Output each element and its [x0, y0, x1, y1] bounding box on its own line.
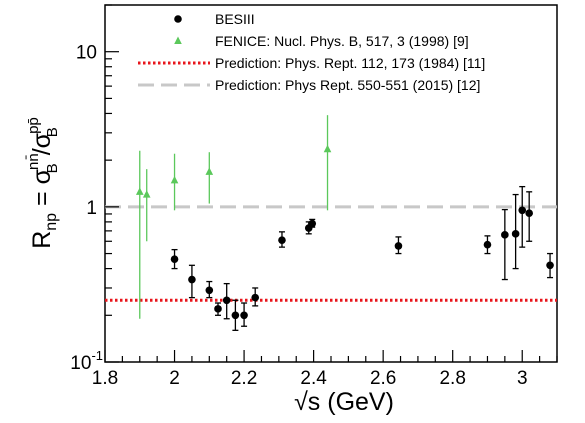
y-axis-title: Rnp = σnn̄ B/σpp̄ B: [25, 117, 61, 249]
besiii-point: [394, 236, 403, 255]
fenice-point: [170, 153, 179, 211]
fenice-point: [135, 150, 144, 319]
besiii-point: [222, 282, 231, 320]
legend-label: Prediction: Phys Rept. 550-551 (2015) [1…: [215, 77, 480, 93]
legend-label: FENICE: Nucl. Phys. B, 517, 3 (1998) [9]: [215, 33, 469, 49]
x-tick-label: 2: [169, 368, 180, 389]
x-tick-label: 3: [517, 368, 528, 389]
besiii-point: [511, 193, 520, 270]
legend-entry: BESIII: [174, 11, 255, 27]
x-tick-label: 2.2: [231, 368, 257, 389]
legend-label: BESIII: [215, 11, 255, 27]
x-tick-label: 2.6: [370, 368, 396, 389]
besiii-point: [231, 299, 240, 331]
besiii-point: [501, 208, 509, 281]
legend-entry: Prediction: Phys. Rept. 112, 173 (1984) …: [138, 55, 485, 71]
besiii-point: [251, 287, 260, 307]
x-tick-label: 2.8: [439, 368, 465, 389]
axis-ticks: 1.8 2 2.2 2.4 2.6 2.8 3 10-1 1 10: [70, 4, 558, 389]
x-axis-title: √s (GeV): [294, 388, 394, 416]
besiii-point: [308, 218, 317, 228]
fenice-point: [205, 152, 214, 204]
x-tick-label: 2.4: [300, 368, 327, 389]
x-tick-label: 1.8: [92, 368, 118, 389]
fenice-point: [323, 115, 332, 211]
legend: BESIII FENICE: Nucl. Phys. B, 517, 3 (199…: [138, 11, 485, 93]
besiii-point: [278, 231, 286, 248]
besiii-point: [240, 302, 248, 327]
besiii-point: [170, 248, 179, 270]
data-points: [135, 115, 554, 331]
besiii-point: [205, 280, 214, 299]
besiii-point: [518, 185, 527, 248]
besiii-point: [546, 252, 554, 279]
besiii-point: [188, 264, 196, 299]
y-tick-label: 10-1: [70, 348, 103, 374]
besiii-point: [483, 235, 492, 255]
fenice-point: [142, 169, 151, 242]
legend-label: Prediction: Phys. Rept. 112, 173 (1984) …: [215, 55, 485, 71]
legend-entry: FENICE: Nucl. Phys. B, 517, 3 (1998) [9]: [174, 33, 469, 49]
besiii-point: [214, 302, 222, 316]
prediction-lines: [105, 205, 557, 302]
besiii-point: [525, 191, 533, 242]
y-tick-label: 1: [86, 198, 97, 219]
y-tick-label: 10: [76, 43, 97, 64]
legend-entry: Prediction: Phys Rept. 550-551 (2015) [1…: [138, 77, 480, 93]
